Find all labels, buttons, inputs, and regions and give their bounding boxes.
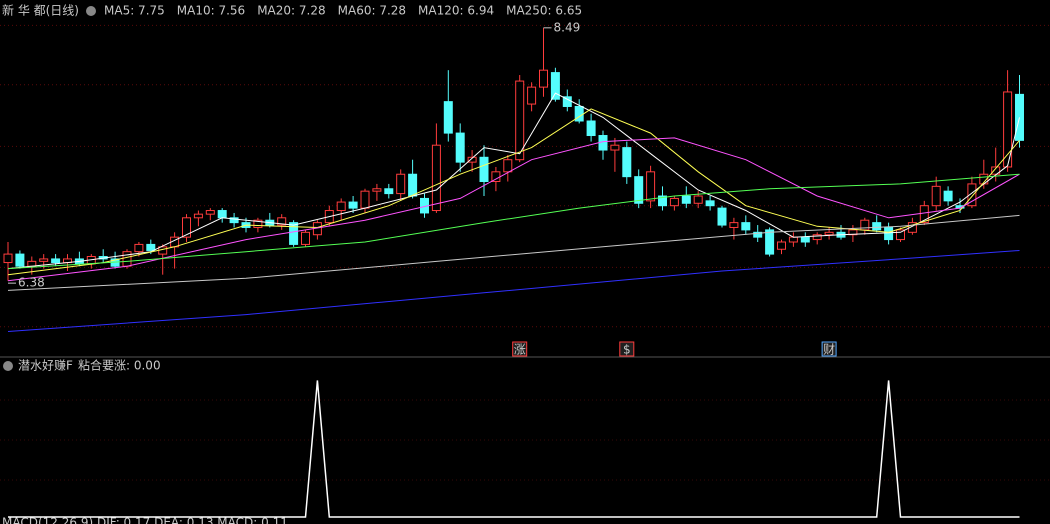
candle-body bbox=[788, 236, 798, 243]
candle-body bbox=[872, 222, 882, 231]
candle-body bbox=[681, 195, 691, 204]
legend-entry: MA10: 7.56 bbox=[177, 4, 245, 18]
settings-icon[interactable] bbox=[86, 6, 96, 16]
legend-entry: MA250: 6.65 bbox=[506, 4, 582, 18]
candle-body bbox=[800, 236, 810, 243]
candle-body bbox=[634, 176, 644, 204]
annotation: 8.49 bbox=[554, 20, 581, 34]
event-marker-box bbox=[512, 341, 528, 357]
candle-body bbox=[717, 207, 727, 226]
indicator-line bbox=[8, 380, 1020, 518]
candle-body bbox=[384, 188, 394, 195]
candle-body bbox=[777, 241, 786, 250]
candle-body bbox=[396, 173, 406, 195]
candle-body bbox=[919, 205, 929, 224]
ma-line bbox=[7, 137, 1020, 282]
candle-body bbox=[146, 243, 156, 251]
candle-body bbox=[669, 197, 679, 207]
legend-entry: MA20: 7.28 bbox=[257, 4, 325, 18]
candle-body bbox=[15, 253, 25, 267]
candle-body bbox=[550, 72, 560, 100]
candle-body bbox=[301, 231, 310, 245]
candle-body bbox=[848, 229, 858, 236]
candle-body bbox=[122, 251, 132, 267]
candle-body bbox=[610, 144, 620, 151]
candle-body bbox=[539, 69, 548, 88]
candle-body bbox=[229, 217, 239, 224]
candle-body bbox=[527, 86, 537, 105]
candle-body bbox=[277, 217, 287, 226]
candle-body bbox=[134, 243, 144, 253]
candle-body bbox=[360, 190, 370, 209]
candle-body bbox=[182, 217, 191, 238]
legend-entry: MA60: 7.28 bbox=[338, 4, 406, 18]
candle-body bbox=[455, 132, 465, 163]
candle-body bbox=[205, 210, 215, 215]
candle-body bbox=[443, 101, 453, 134]
ma-line bbox=[7, 108, 1020, 276]
candle-body bbox=[467, 156, 477, 163]
footer-label: MACD(12,26,9) DIF: 0.17 DEA: 0.13 MACD: … bbox=[2, 516, 288, 524]
candle-body bbox=[348, 201, 358, 209]
ma-line bbox=[7, 214, 1020, 291]
candle-body bbox=[1015, 93, 1024, 141]
candle-body bbox=[741, 222, 751, 231]
ma-line bbox=[7, 250, 1020, 332]
candle-body bbox=[503, 159, 513, 173]
ma-line bbox=[7, 92, 1020, 270]
candle-body bbox=[931, 185, 941, 207]
candle-body bbox=[515, 80, 525, 161]
candle-body bbox=[967, 183, 977, 207]
candle-body bbox=[765, 229, 775, 255]
event-marker: 财 bbox=[823, 343, 835, 357]
event-marker-box bbox=[821, 341, 837, 357]
candle-body bbox=[729, 222, 739, 228]
indicator-name: 潜水好赚F bbox=[18, 358, 73, 373]
candle-body bbox=[431, 144, 441, 212]
candle-body bbox=[896, 229, 905, 241]
candle-body bbox=[253, 219, 263, 228]
candle-body bbox=[39, 258, 49, 262]
candle-body bbox=[622, 147, 632, 178]
indicator-label: 粘合要涨: 0.00 bbox=[78, 358, 161, 373]
candle-body bbox=[586, 120, 596, 137]
candle-body bbox=[193, 213, 203, 219]
candle-body bbox=[824, 231, 834, 236]
candle-body bbox=[705, 200, 715, 207]
candle-body bbox=[943, 190, 953, 202]
candle-body bbox=[51, 258, 61, 264]
candle-body bbox=[884, 226, 894, 241]
candle-body bbox=[812, 234, 822, 241]
settings-icon[interactable] bbox=[3, 361, 13, 371]
legend-entry: MA120: 6.94 bbox=[418, 4, 494, 18]
event-marker: 涨 bbox=[514, 342, 526, 357]
candle-body bbox=[3, 253, 13, 264]
candle-body bbox=[408, 173, 418, 197]
candle-body bbox=[1003, 91, 1013, 168]
candle-body bbox=[217, 210, 227, 219]
candle-body bbox=[646, 171, 656, 202]
chart-title: 新 华 都(日线) bbox=[2, 3, 79, 18]
event-marker-box bbox=[619, 341, 635, 357]
candle-body bbox=[991, 166, 1001, 175]
annotation: 6.38 bbox=[18, 276, 45, 290]
candle-body bbox=[693, 195, 703, 204]
ma-line bbox=[7, 173, 1020, 270]
legend-entry: MA5: 7.75 bbox=[104, 4, 165, 18]
event-marker: $ bbox=[623, 343, 631, 357]
candle-body bbox=[658, 195, 667, 207]
candle-body bbox=[479, 156, 489, 182]
candle-body bbox=[753, 231, 763, 238]
candle-body bbox=[372, 188, 382, 192]
candle-body bbox=[907, 222, 917, 233]
candle-body bbox=[289, 222, 299, 245]
candle-body bbox=[336, 201, 346, 212]
